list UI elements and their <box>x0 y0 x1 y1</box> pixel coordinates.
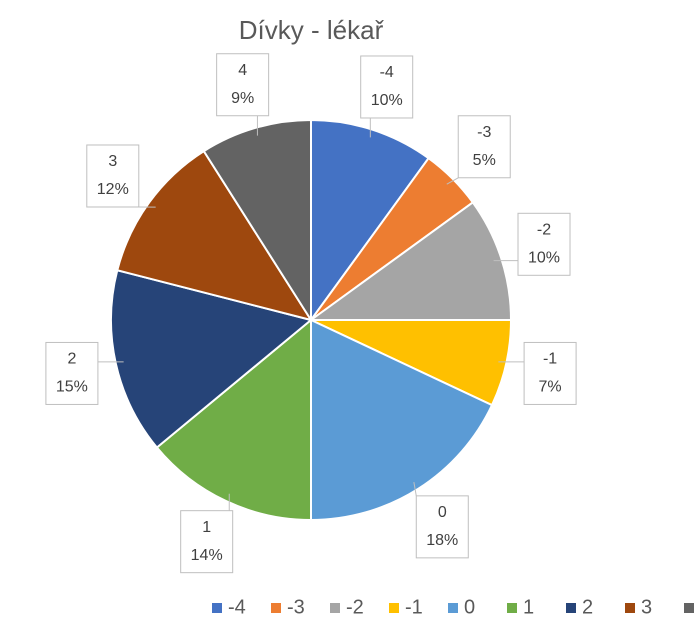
data-label-category: 0 <box>438 504 447 521</box>
legend-label: 2 <box>582 596 593 617</box>
data-label: 14% <box>191 547 223 564</box>
pie-slice <box>155 317 312 522</box>
legend-label: 1 <box>523 596 534 617</box>
leader-line <box>413 482 417 496</box>
pie-slice <box>116 149 314 322</box>
legend-label: 3 <box>641 596 652 617</box>
chart-title: Dívky - lékař <box>239 15 385 45</box>
legend-swatch <box>566 603 576 613</box>
legend-swatch <box>448 603 458 613</box>
legend-swatch <box>330 603 340 613</box>
pie-slice <box>110 269 314 449</box>
legend-label: -3 <box>287 596 305 617</box>
data-label: 7% <box>539 379 562 396</box>
legend-label: -2 <box>346 596 364 617</box>
label-box <box>523 341 577 405</box>
label-box <box>216 53 270 117</box>
data-label: 5% <box>473 152 496 169</box>
data-label-category: 2 <box>67 351 76 368</box>
legend-swatch <box>212 603 222 613</box>
data-label-category: -1 <box>543 351 557 368</box>
data-label-category: -4 <box>380 64 394 81</box>
legend-swatch <box>684 603 694 613</box>
data-label: 18% <box>426 532 458 549</box>
data-label: 12% <box>97 181 129 198</box>
legend-swatch <box>389 603 399 613</box>
legend-swatch <box>625 603 635 613</box>
label-box <box>180 510 234 574</box>
legend-label: 0 <box>464 596 475 617</box>
label-box <box>86 144 140 208</box>
label-box <box>360 55 414 119</box>
data-label: 9% <box>231 90 254 107</box>
pie-slice <box>310 318 494 522</box>
data-label: 10% <box>371 92 403 109</box>
pie-slice <box>307 201 513 321</box>
data-label-category: 4 <box>238 62 247 79</box>
label-box <box>457 115 511 179</box>
data-label: 10% <box>528 250 560 267</box>
legend-label: -4 <box>228 596 246 617</box>
legend-label: -1 <box>405 596 423 617</box>
legend-swatch <box>507 603 517 613</box>
legend-swatch <box>271 603 281 613</box>
data-label-category: -3 <box>477 124 491 141</box>
data-label-category: 1 <box>202 519 211 536</box>
pie-slice <box>310 118 430 324</box>
data-label-category: -2 <box>537 222 551 239</box>
pie-slice <box>202 118 312 324</box>
label-box <box>45 341 99 405</box>
leader-line <box>446 177 459 185</box>
data-label-category: 3 <box>108 153 117 170</box>
label-box <box>415 495 469 559</box>
data-label: 15% <box>56 379 88 396</box>
label-box <box>517 212 571 276</box>
